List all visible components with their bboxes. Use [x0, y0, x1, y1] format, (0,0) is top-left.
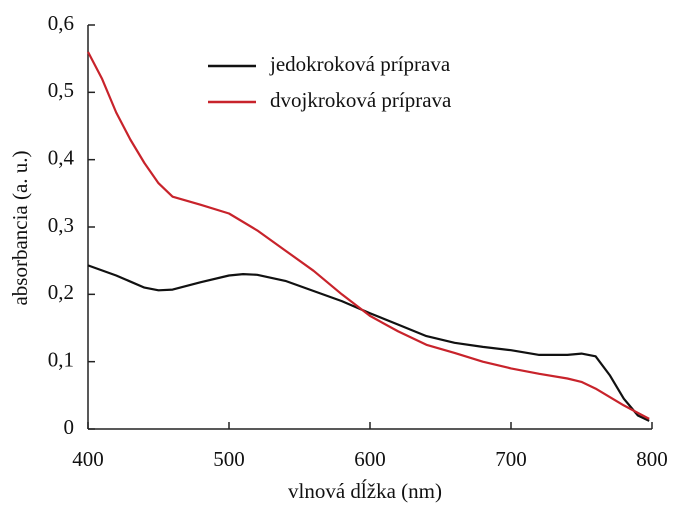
y-tick-label: 0,6	[48, 11, 74, 35]
y-tick-label: 0,5	[48, 78, 74, 102]
y-tick-label: 0	[64, 415, 75, 439]
y-tick-label: 0,3	[48, 213, 74, 237]
legend-label: jedokroková príprava	[269, 52, 451, 76]
data-line	[87, 51, 650, 420]
x-axis-label: vlnová dĺžka (nm)	[288, 479, 442, 503]
x-tick-label: 400	[72, 447, 104, 471]
x-tick-label: 500	[213, 447, 245, 471]
y-tick-label: 0,1	[48, 347, 74, 371]
legend-label: dvojkroková príprava	[270, 88, 452, 112]
y-tick-label: 0,2	[48, 280, 74, 304]
x-tick-label: 600	[354, 447, 386, 471]
x-tick-label: 700	[495, 447, 527, 471]
y-axis-label: absorbancia (a. u.)	[8, 150, 32, 305]
data-line	[87, 264, 650, 422]
x-tick-label: 800	[636, 447, 668, 471]
y-tick-label: 0,4	[48, 145, 75, 169]
